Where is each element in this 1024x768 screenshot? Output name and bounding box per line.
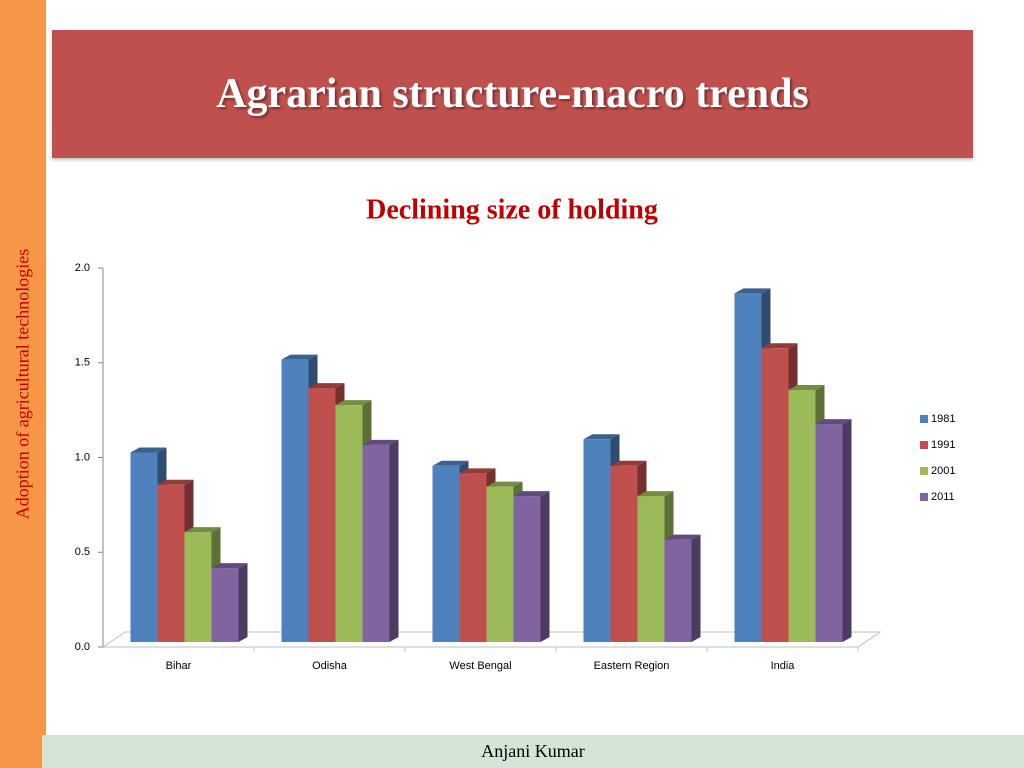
bar	[513, 496, 541, 642]
bar-side	[842, 419, 852, 642]
bar-top	[761, 343, 798, 349]
bar-top	[513, 491, 550, 497]
y-tick-label: 0.0	[75, 641, 90, 653]
bar-side	[540, 491, 550, 642]
bar	[281, 359, 309, 642]
bar	[788, 389, 816, 642]
bar-top	[610, 460, 647, 466]
bar	[308, 388, 336, 642]
bar-top	[664, 534, 701, 540]
bar	[211, 568, 239, 642]
bar-top	[335, 400, 372, 406]
legend-swatch	[920, 467, 928, 475]
legend-swatch	[920, 441, 928, 449]
bar	[637, 496, 665, 642]
bar	[734, 293, 762, 642]
y-tick-label: 0.5	[75, 546, 90, 558]
bar	[664, 539, 692, 642]
bar-side	[389, 439, 399, 642]
bar	[815, 424, 843, 642]
bar	[184, 532, 212, 642]
legend-swatch	[920, 415, 928, 423]
legend-label: 1991	[931, 439, 955, 451]
bar	[432, 465, 460, 642]
y-tick-label: 1.0	[75, 451, 90, 463]
slide-title: Agrarian structure-macro trends	[216, 71, 809, 117]
legend-label: 2011	[931, 491, 955, 503]
x-tick-label: Bihar	[166, 660, 192, 672]
bar-top	[362, 439, 399, 445]
bar	[610, 465, 638, 642]
y-tick-label: 1.5	[75, 357, 90, 369]
bar	[583, 439, 611, 642]
bar	[335, 405, 363, 642]
bar	[362, 444, 390, 642]
bar	[157, 484, 185, 642]
bar	[130, 452, 158, 642]
legend-label: 2001	[931, 465, 955, 477]
bar-side	[691, 534, 701, 642]
bar-top	[486, 481, 523, 487]
bar-top	[734, 288, 771, 294]
bar-top	[184, 527, 221, 533]
bar-top	[130, 447, 167, 453]
bar	[761, 348, 789, 642]
bar-top	[637, 491, 674, 497]
legend-swatch	[920, 493, 928, 501]
bar-top	[432, 460, 469, 466]
bar-top	[157, 479, 194, 485]
bar-top	[815, 419, 852, 425]
x-tick-label: Odisha	[312, 660, 348, 672]
x-tick-label: West Bengal	[449, 660, 511, 672]
bar	[459, 473, 487, 642]
bar-top	[211, 563, 248, 569]
x-tick-label: India	[771, 660, 796, 672]
bar-side	[238, 563, 248, 642]
bar-top	[583, 434, 620, 440]
footer: Anjani Kumar	[42, 735, 1024, 768]
bar-top	[459, 468, 496, 474]
x-tick-label: Eastern Region	[594, 660, 670, 672]
author: Anjani Kumar	[481, 741, 585, 761]
header: Agrarian structure-macro trends	[52, 30, 973, 158]
bar-top	[788, 384, 825, 390]
bar-top	[281, 354, 318, 360]
sidebar: Adoption of agricultural technologies	[0, 0, 46, 768]
chart-title: Declining size of holding	[366, 194, 658, 225]
legend-label: 1981	[931, 413, 955, 425]
y-tick-label: 2.0	[75, 262, 90, 274]
bar-top	[308, 383, 345, 389]
bar	[486, 486, 514, 642]
